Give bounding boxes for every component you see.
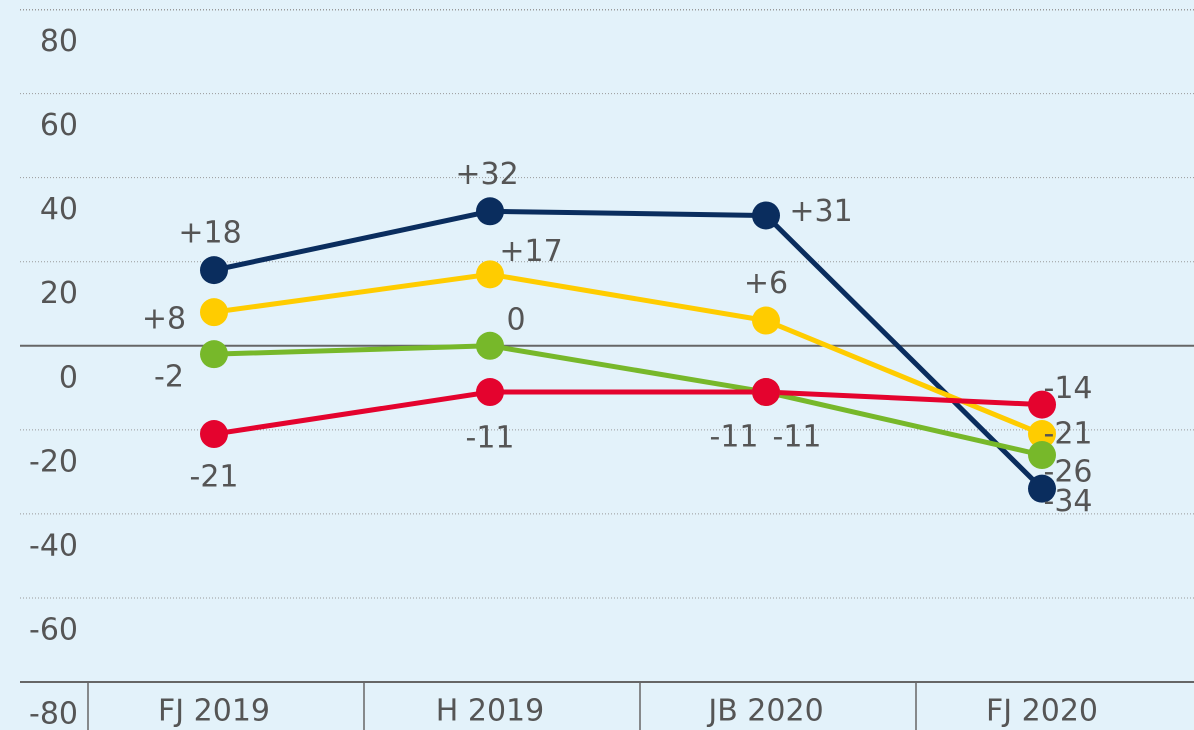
data-point: [200, 256, 228, 285]
data-label: +6: [744, 266, 788, 301]
y-tick-label: -80: [29, 697, 78, 730]
data-point: [476, 378, 504, 407]
data-label: -34: [1044, 484, 1093, 519]
y-tick-label: -60: [29, 612, 78, 647]
y-tick-label: 80: [40, 24, 78, 59]
series-line: [213, 208, 1044, 491]
data-label: -21: [1044, 417, 1093, 452]
data-label: +8: [142, 302, 186, 337]
data-label: -21: [190, 460, 239, 495]
y-tick-label: 20: [40, 276, 78, 311]
series-line: [213, 389, 1043, 437]
data-point: [1028, 420, 1056, 449]
x-tick-label: JB 2020: [706, 694, 823, 729]
data-point: [752, 378, 780, 407]
data-point: [1028, 441, 1056, 470]
series-line: [213, 343, 1043, 458]
data-label: +31: [789, 194, 852, 229]
data-point: [752, 201, 780, 230]
data-point: [1028, 390, 1056, 419]
y-tick-label: 40: [40, 192, 78, 227]
data-point: [476, 197, 504, 226]
series-line: [213, 271, 1043, 437]
data-point: [200, 298, 228, 327]
data-label: 0: [506, 302, 525, 337]
y-tick-label: 60: [40, 108, 78, 143]
data-label: +18: [178, 216, 241, 251]
data-point: [200, 340, 228, 369]
data-label: -11: [710, 420, 759, 455]
data-point: [476, 331, 504, 360]
x-tick-label: FJ 2019: [158, 694, 270, 729]
y-tick-label: 0: [59, 360, 78, 395]
y-tick-label: -20: [29, 444, 78, 479]
data-label: -11: [466, 421, 515, 456]
data-label: -26: [1044, 455, 1093, 490]
x-tick-label: H 2019: [436, 694, 544, 729]
data-point: [476, 260, 504, 289]
data-point: [752, 306, 780, 335]
data-label: -11: [773, 420, 822, 455]
data-label: +32: [455, 157, 518, 192]
y-tick-label: -40: [29, 528, 78, 563]
data-label: -2: [154, 360, 184, 395]
data-label: -14: [1044, 371, 1093, 406]
data-point: [200, 420, 228, 449]
data-point: [1028, 474, 1056, 503]
data-label: +17: [499, 234, 562, 269]
x-tick-label: FJ 2020: [986, 694, 1098, 729]
